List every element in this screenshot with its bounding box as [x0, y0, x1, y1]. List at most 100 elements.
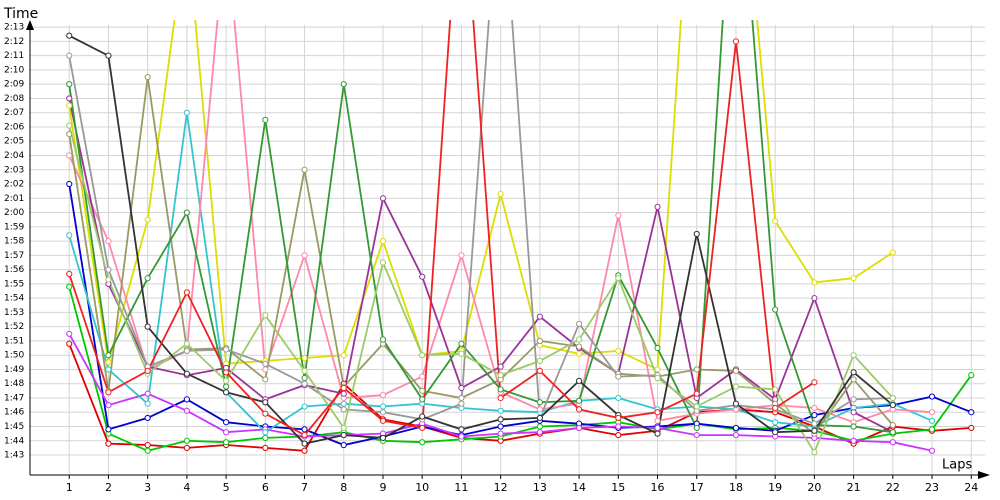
data-point [458, 340, 465, 347]
data-point [144, 323, 151, 330]
y-tick-label: 1:53 [4, 308, 24, 318]
y-tick-label: 2:09 [4, 80, 24, 90]
data-point [301, 380, 308, 387]
data-point [301, 374, 308, 382]
data-point [66, 32, 73, 39]
data-point [379, 259, 387, 266]
data-point [301, 447, 308, 454]
data-point [66, 340, 73, 347]
data-point [889, 421, 896, 429]
x-tick-label: 3 [144, 481, 151, 494]
data-point [66, 52, 73, 59]
data-point [772, 429, 779, 436]
data-point [811, 420, 818, 427]
data-point [772, 386, 779, 393]
data-point [889, 429, 896, 436]
data-point [222, 429, 230, 436]
x-tick-label: 20 [807, 481, 821, 494]
y-tick-label: 2:03 [4, 165, 24, 175]
data-point [105, 359, 112, 366]
data-point [222, 383, 230, 390]
data-point [66, 95, 73, 102]
data-point [379, 336, 387, 343]
y-tick-label: 1:49 [4, 365, 24, 375]
plot-area [66, 20, 975, 456]
x-tick-label: 1 [66, 481, 73, 494]
y-tick-label: 1:43 [4, 451, 24, 461]
data-point [575, 336, 583, 343]
data-point [222, 439, 230, 446]
data-point [732, 383, 740, 390]
data-point [615, 431, 622, 439]
data-point [811, 279, 818, 286]
y-tick-label: 2:04 [4, 151, 24, 161]
data-point [340, 424, 347, 432]
data-point [575, 377, 583, 384]
y-tick-label: 1:50 [4, 351, 24, 361]
y-tick-label: 1:44 [4, 436, 24, 446]
series-line [68, 34, 894, 445]
y-tick-label: 1:56 [4, 265, 24, 275]
data-point [105, 366, 112, 373]
data-point [811, 449, 818, 456]
data-point [301, 367, 308, 374]
data-point [575, 424, 583, 432]
x-tick-label: 7 [301, 481, 308, 494]
data-point [419, 387, 426, 394]
data-point [419, 439, 426, 446]
data-point [458, 426, 465, 433]
data-point [340, 431, 347, 439]
data-point [850, 369, 857, 376]
data-point [889, 439, 896, 446]
data-point [615, 373, 622, 380]
data-point [262, 366, 269, 373]
x-tick-label: 17 [690, 481, 704, 494]
data-point [301, 426, 308, 433]
data-point [497, 407, 504, 414]
x-tick-label: 11 [454, 481, 468, 494]
data-point [536, 414, 543, 422]
data-point [262, 360, 269, 367]
data-point [419, 396, 426, 403]
data-point [732, 424, 740, 432]
data-point [458, 394, 465, 402]
data-point [66, 81, 73, 88]
data-point [654, 424, 661, 432]
data-point [144, 447, 151, 454]
data-point [379, 409, 387, 416]
y-tick-label: 2:02 [4, 180, 24, 190]
y-tick-label: 1:45 [4, 422, 24, 432]
data-point [693, 424, 700, 432]
data-point [144, 414, 151, 422]
y-tick-label: 2:10 [4, 65, 24, 75]
data-point [850, 396, 857, 403]
y-tick-label: 2:12 [4, 37, 24, 47]
data-point [928, 447, 936, 454]
data-point [183, 340, 190, 347]
data-point [301, 252, 308, 259]
data-point [379, 417, 387, 424]
series-line [68, 183, 972, 446]
data-point [575, 350, 583, 357]
series-line [68, 20, 893, 434]
data-point [850, 437, 857, 444]
data-point [654, 203, 661, 210]
data-point [183, 289, 190, 296]
data-point [850, 409, 857, 416]
y-tick-label: 2:07 [4, 108, 24, 118]
x-tick-label: 15 [611, 481, 625, 494]
data-point [497, 430, 504, 437]
data-point [458, 350, 465, 357]
data-point [811, 411, 818, 419]
data-point [811, 427, 818, 434]
data-point [379, 403, 387, 410]
data-point [928, 409, 936, 416]
data-point [811, 295, 818, 302]
data-point [379, 195, 387, 202]
data-point [419, 373, 426, 380]
x-tick-label: 18 [729, 481, 743, 494]
data-point [301, 354, 308, 362]
data-point [144, 390, 151, 397]
data-point [340, 81, 347, 88]
data-point [379, 237, 387, 245]
